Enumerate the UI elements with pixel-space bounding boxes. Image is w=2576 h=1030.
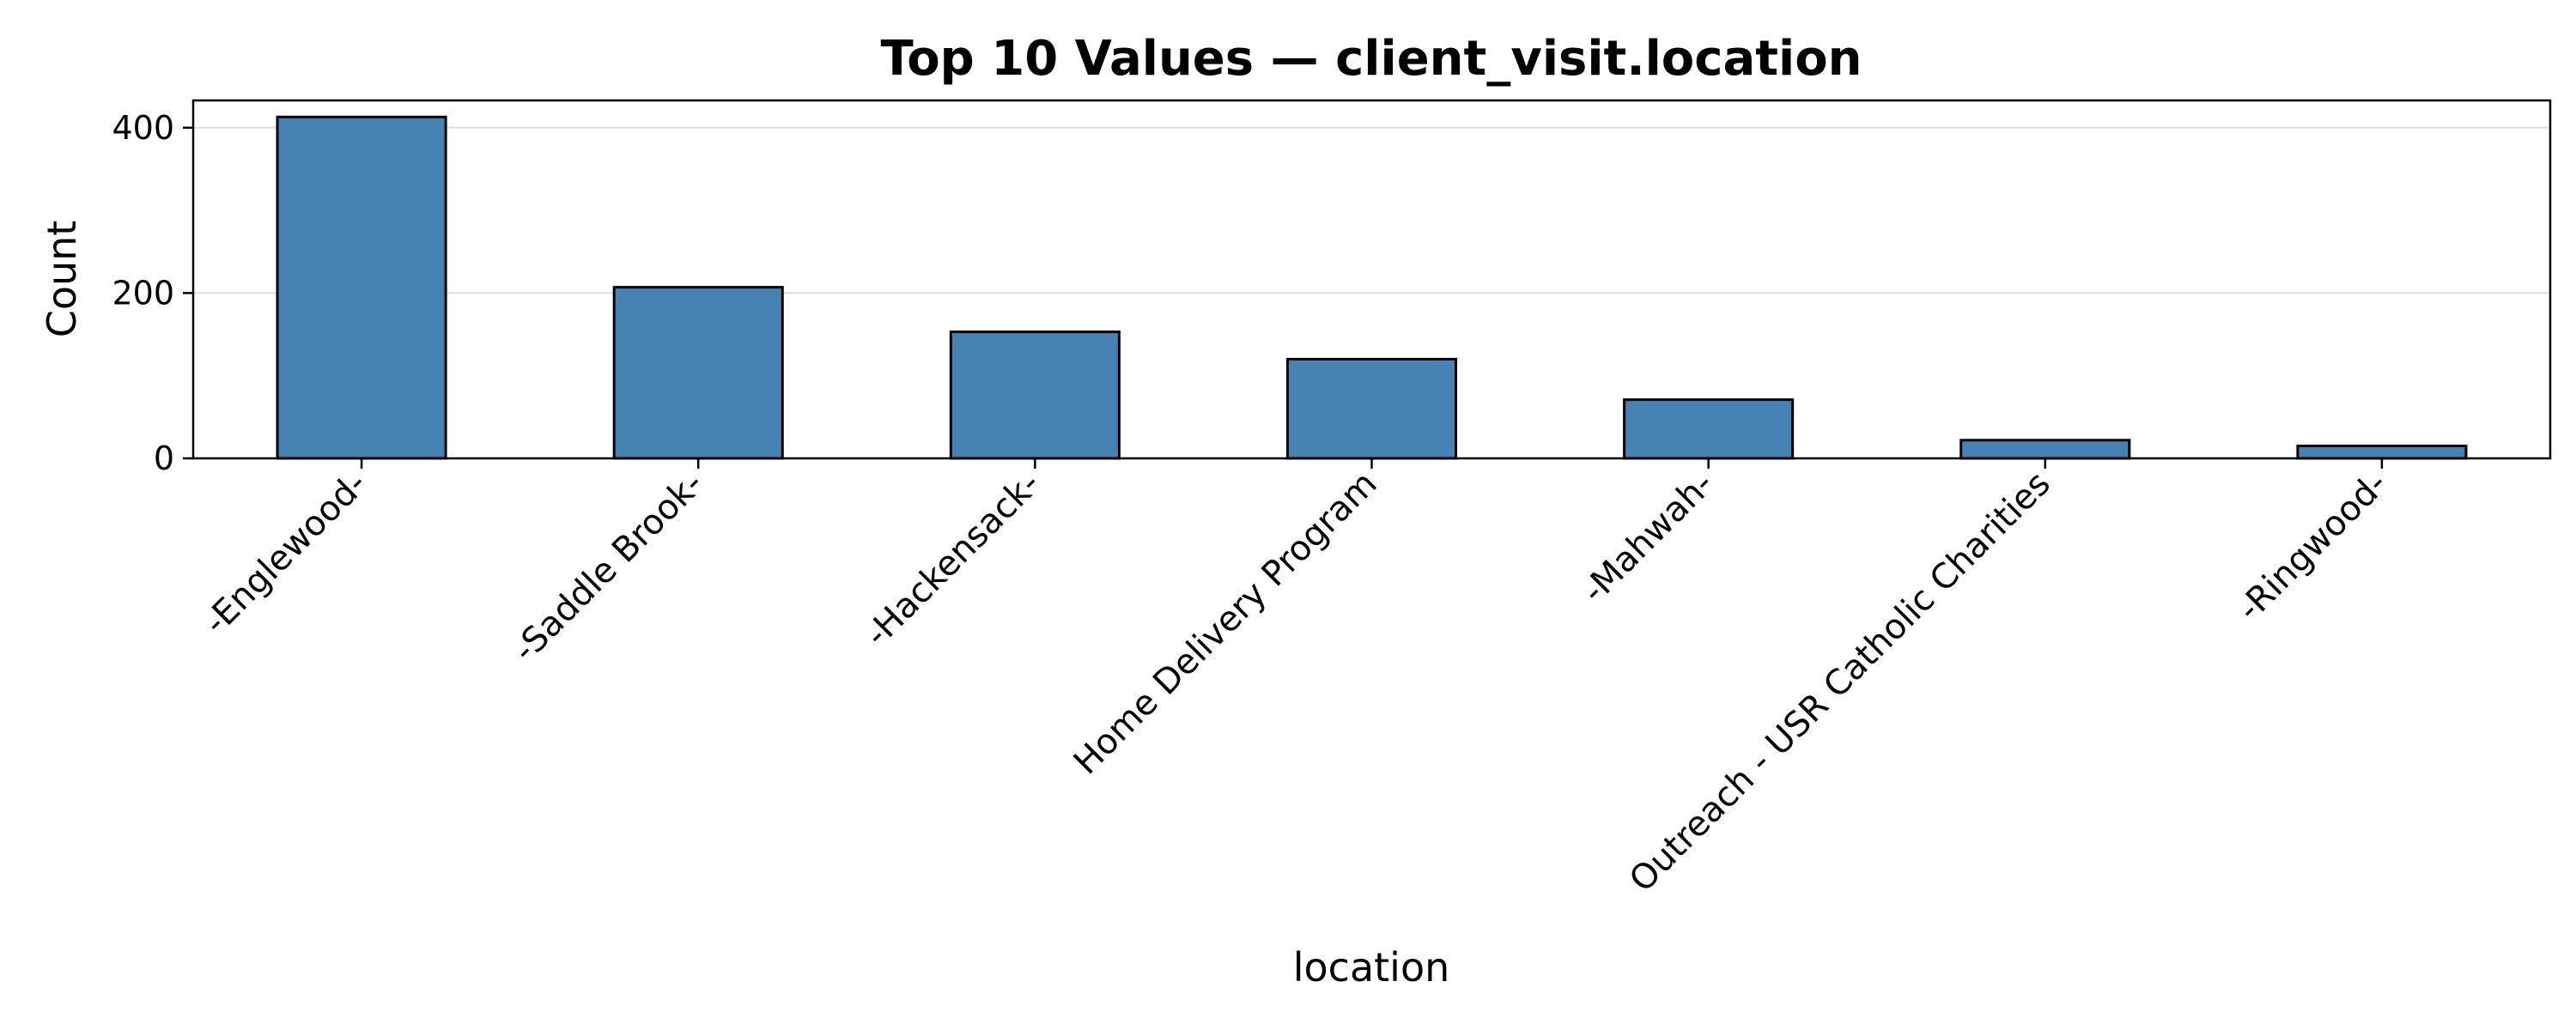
x-tick-label: -Englewood-	[196, 464, 374, 643]
bar	[1285, 357, 1458, 460]
bar	[1623, 398, 1795, 460]
y-tick-label: 200	[112, 274, 174, 312]
chart-title: Top 10 Values — client_visit.location	[880, 31, 1862, 87]
bars	[276, 115, 2468, 460]
x-tick-label: -Ringwood-	[2230, 464, 2395, 629]
bar	[2296, 445, 2468, 460]
bar	[949, 330, 1121, 460]
y-tick-label: 0	[154, 439, 174, 477]
bar	[612, 286, 784, 460]
y-axis-label: Count	[39, 221, 85, 338]
y-tick-label: 400	[112, 109, 174, 147]
x-tick-label: -Hackensack-	[858, 464, 1048, 655]
bar	[276, 115, 447, 460]
x-tick-label: Home Delivery Program	[1066, 464, 1385, 783]
x-axis: -Englewood- -Saddle Brook- -Hackensack- Hom…	[196, 458, 2395, 900]
bar	[1959, 439, 2131, 460]
y-axis: 0 200 400	[112, 109, 193, 477]
x-tick-label: -Saddle Brook-	[505, 464, 711, 670]
x-axis-label: location	[1293, 944, 1450, 991]
x-tick-label: Outreach - USR Catholic Charities	[1622, 464, 2058, 900]
x-tick-label: -Mahwah-	[1575, 464, 1722, 611]
